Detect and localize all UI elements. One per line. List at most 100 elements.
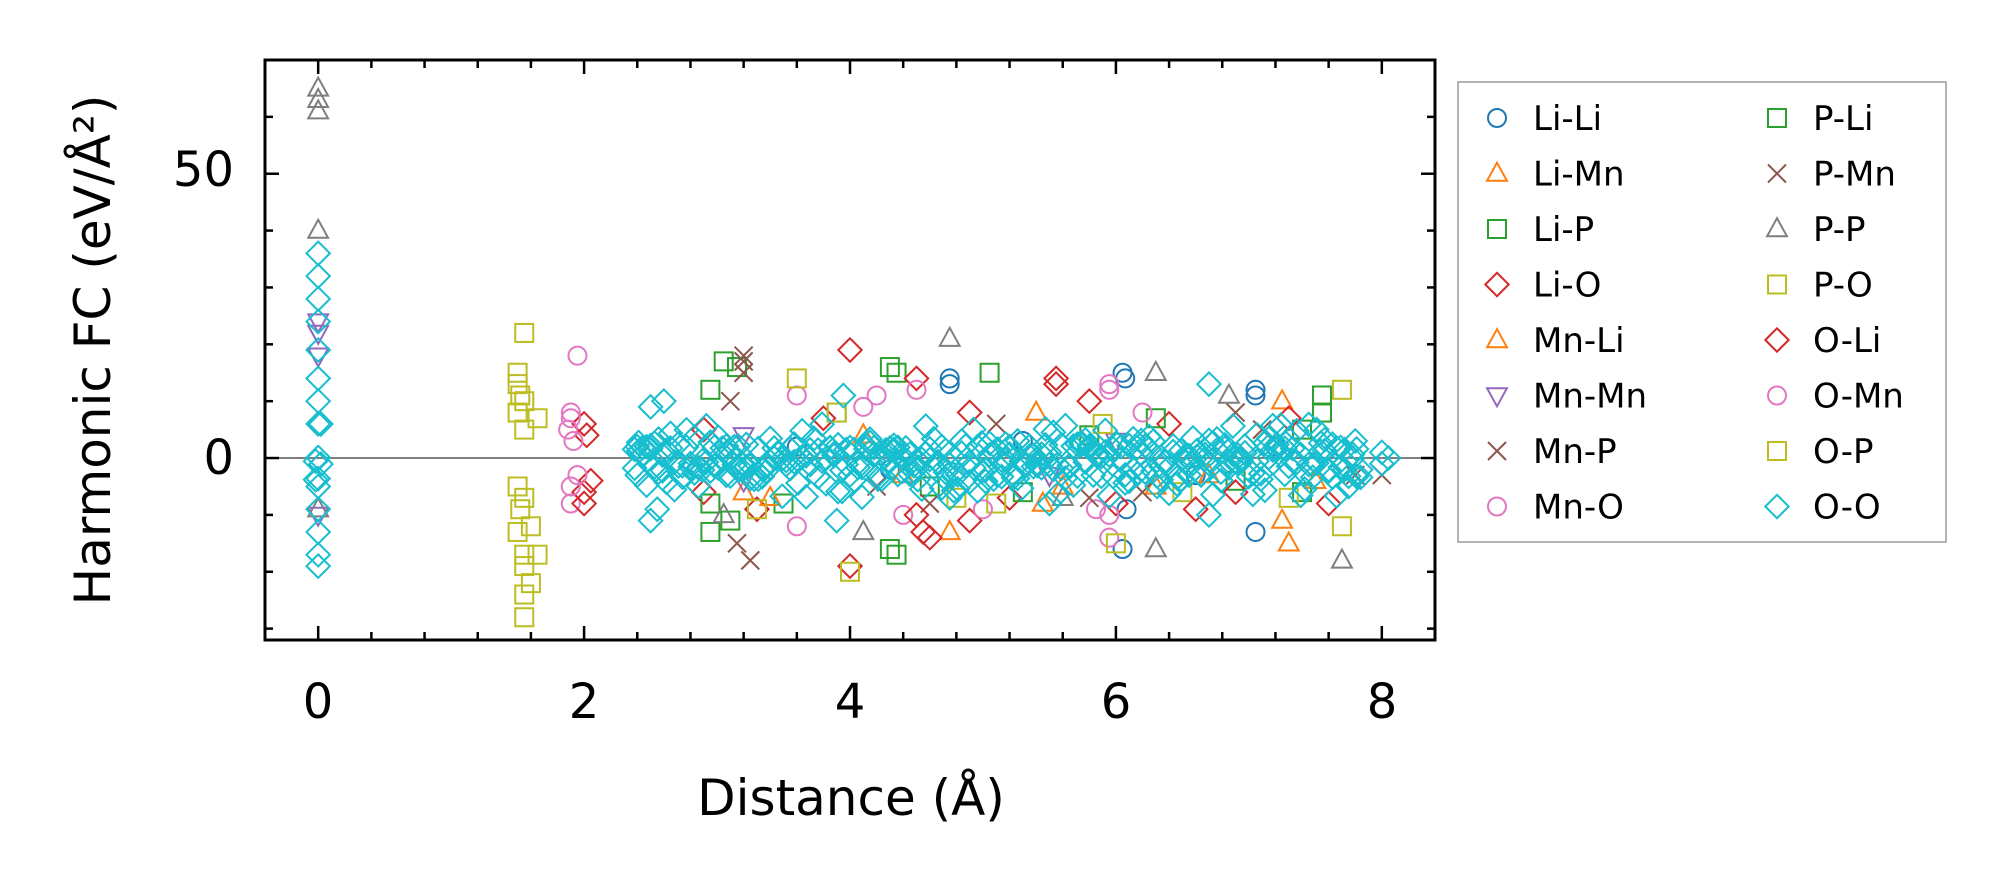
point-li-o bbox=[903, 365, 930, 392]
point-o-o bbox=[872, 440, 900, 468]
point-o-o bbox=[856, 426, 884, 453]
legend-marker-li-p bbox=[1487, 219, 1507, 239]
point-o-o bbox=[637, 507, 664, 534]
point-p-o bbox=[514, 544, 535, 565]
axis-ticks bbox=[265, 60, 1435, 640]
point-o-o bbox=[305, 465, 332, 492]
legend-label-li-mn: Li-Mn bbox=[1533, 155, 1625, 195]
point-mn-li bbox=[758, 484, 782, 507]
point-li-mn bbox=[732, 479, 756, 501]
point-o-o bbox=[916, 446, 943, 473]
point-o-o bbox=[1028, 441, 1055, 468]
legend-label-p-li: P-Li bbox=[1813, 99, 1873, 139]
point-o-o bbox=[1375, 444, 1402, 472]
point-o-o bbox=[823, 507, 850, 534]
point-o-p bbox=[1278, 487, 1299, 508]
legend-marker-mn-mn bbox=[1485, 387, 1509, 409]
point-li-mn bbox=[1270, 507, 1294, 529]
point-mn-o bbox=[1085, 499, 1106, 520]
point-o-o bbox=[305, 388, 332, 415]
point-li-mn bbox=[1270, 388, 1294, 410]
point-li-p bbox=[773, 493, 794, 514]
x-tick-label-4: 4 bbox=[835, 674, 866, 730]
x-tick-label-0: 0 bbox=[303, 674, 334, 730]
point-o-li bbox=[1182, 496, 1209, 523]
point-o-p bbox=[520, 516, 541, 537]
point-o-o bbox=[844, 454, 872, 481]
legend-entry-li-li: Li-Li bbox=[1487, 99, 1602, 139]
point-p-o bbox=[786, 368, 807, 389]
point-li-o bbox=[1042, 365, 1070, 392]
point-o-mn bbox=[1132, 402, 1153, 423]
point-o-li bbox=[573, 422, 600, 449]
point-o-o bbox=[836, 461, 864, 489]
x-tick-label-2: 2 bbox=[569, 674, 600, 730]
point-mn-o bbox=[1099, 504, 1120, 525]
point-li-o bbox=[1102, 490, 1130, 517]
legend-entry-li-o: Li-O bbox=[1483, 266, 1601, 306]
point-li-o bbox=[956, 399, 983, 426]
point-li-li bbox=[939, 368, 960, 389]
legend-marker-o-li bbox=[1763, 326, 1791, 354]
legend-label-o-p: O-P bbox=[1813, 432, 1873, 472]
point-p-mn bbox=[720, 391, 741, 411]
point-o-o bbox=[637, 432, 664, 459]
point-o-o bbox=[745, 466, 772, 493]
point-o-o bbox=[637, 393, 664, 420]
point-o-mn bbox=[853, 396, 874, 417]
point-o-o bbox=[936, 484, 963, 511]
point-o-o bbox=[1048, 455, 1075, 482]
point-p-p bbox=[306, 496, 330, 518]
point-li-p bbox=[700, 521, 721, 542]
y-axis-label: Harmonic FC (eV/Å²) bbox=[64, 95, 122, 606]
point-li-p bbox=[700, 379, 721, 400]
point-o-li bbox=[570, 490, 598, 517]
point-o-o bbox=[689, 456, 716, 484]
point-p-o bbox=[514, 322, 535, 343]
point-o-o bbox=[824, 478, 852, 505]
point-p-p bbox=[306, 75, 330, 97]
point-o-o bbox=[1195, 450, 1223, 477]
point-o-o bbox=[1104, 431, 1131, 458]
point-o-p bbox=[946, 487, 967, 508]
point-o-o bbox=[812, 470, 840, 497]
point-o-o bbox=[1096, 482, 1123, 510]
point-o-p bbox=[507, 402, 528, 423]
point-o-o bbox=[976, 441, 1003, 468]
point-p-p bbox=[1144, 359, 1168, 381]
point-o-o bbox=[769, 483, 796, 510]
point-o-o bbox=[793, 483, 820, 510]
legend-label-li-li: Li-Li bbox=[1533, 99, 1602, 139]
point-o-p bbox=[507, 476, 528, 497]
point-o-p bbox=[510, 499, 531, 520]
point-li-p bbox=[886, 362, 907, 383]
point-o-o bbox=[988, 463, 1015, 490]
x-tick-label-8: 8 bbox=[1367, 674, 1398, 730]
point-p-li bbox=[700, 493, 721, 514]
series-o-li bbox=[570, 388, 1209, 529]
point-p-o bbox=[986, 493, 1007, 514]
point-o-o bbox=[1088, 463, 1115, 490]
point-mn-mn bbox=[732, 427, 756, 449]
point-li-o bbox=[1042, 371, 1070, 398]
dense-band-o-o bbox=[302, 410, 334, 493]
point-o-mn bbox=[560, 408, 581, 429]
series-li-mn bbox=[732, 388, 1301, 552]
legend-label-li-o: Li-O bbox=[1533, 266, 1601, 306]
point-o-o bbox=[305, 240, 332, 267]
legend-label-mn-o: Mn-O bbox=[1533, 488, 1624, 528]
point-o-o bbox=[1092, 417, 1119, 444]
point-o-o bbox=[968, 429, 995, 457]
point-o-li bbox=[903, 501, 930, 529]
point-o-o bbox=[1100, 463, 1127, 490]
point-o-o bbox=[830, 382, 857, 409]
point-li-p bbox=[979, 362, 1000, 383]
point-mn-mn bbox=[306, 324, 330, 346]
point-p-o bbox=[1331, 379, 1352, 400]
point-mn-o bbox=[866, 385, 887, 406]
point-o-o bbox=[302, 466, 329, 493]
point-o-o bbox=[307, 410, 334, 438]
point-p-o bbox=[514, 607, 535, 628]
dense-band-o-o bbox=[621, 411, 1374, 511]
